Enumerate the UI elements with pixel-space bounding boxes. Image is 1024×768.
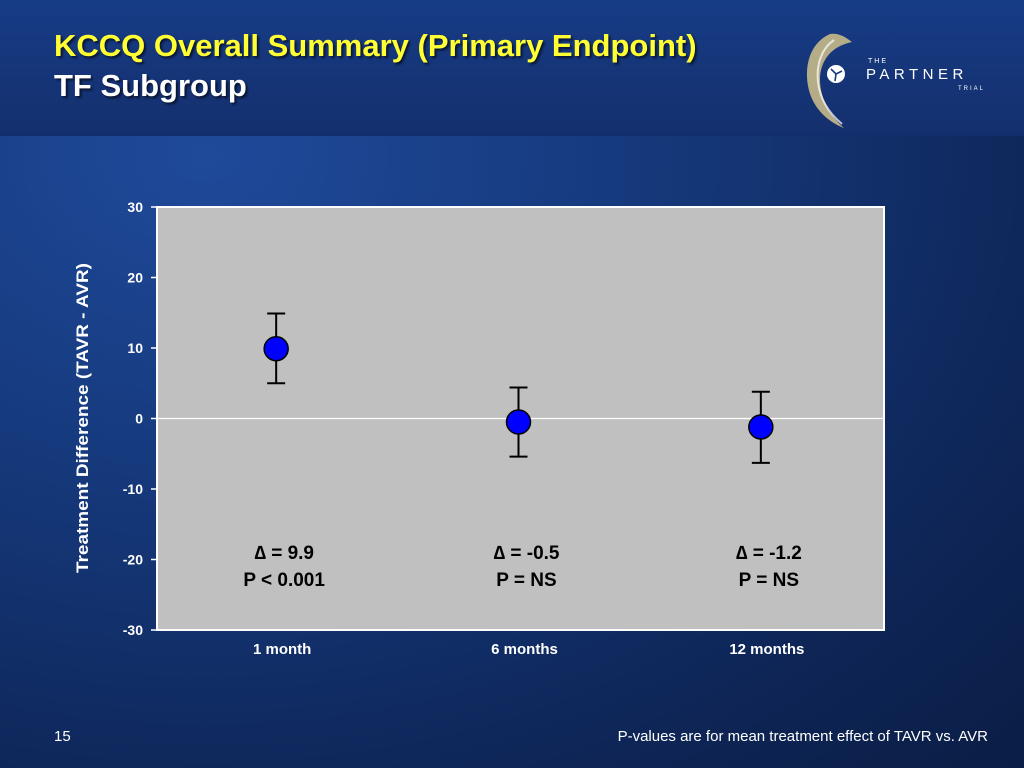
footnote: P-values are for mean treatment effect o…: [617, 728, 988, 745]
y-tick-label: 0: [135, 411, 143, 427]
data-point: [505, 409, 532, 435]
y-tick-label: -30: [123, 622, 143, 638]
delta-annotation: ∆ = 9.9: [254, 543, 314, 564]
y-tick-label: -10: [123, 481, 143, 497]
logo-trial: TRIAL: [958, 86, 986, 92]
annotation-layer: ∆ = 9.9 P < 0.001 ∆ = -0.5 P = NS ∆ = -1.2 P …: [243, 543, 801, 591]
data-point: [263, 335, 289, 362]
x-tick-label: 12 months: [729, 641, 804, 658]
slide-subtitle: TF Subgroup: [54, 68, 247, 103]
delta-annotation: ∆ = -1.2: [736, 543, 802, 564]
data-point: [748, 414, 774, 440]
p-value-annotation: P = NS: [739, 570, 799, 591]
logo-the: THE: [868, 58, 888, 65]
delta-annotation: ∆ = -0.5: [493, 543, 559, 564]
y-tick-label: -20: [123, 552, 143, 568]
x-tick-label: 6 months: [491, 641, 558, 658]
y-tick-label: 20: [127, 270, 143, 286]
p-value-annotation: P < 0.001: [243, 570, 325, 591]
logo-name: PARTNER: [866, 66, 968, 83]
axis-layer: 30 20 10 0 -10 -20 -30 1 month 6 months 12 months: [123, 199, 805, 658]
page-number: 15: [54, 728, 71, 745]
y-tick-label: 10: [127, 340, 143, 356]
partner-trial-logo: THE PARTNER TRIAL: [800, 28, 1010, 132]
marker-layer: [263, 335, 774, 440]
y-axis-label: Treatment Difference (TAVR - AVR): [73, 263, 92, 573]
header-band: [0, 0, 1024, 136]
y-tick-label: 30: [127, 199, 143, 215]
heart-logo-icon: [806, 33, 852, 128]
slide-title: KCCQ Overall Summary (Primary Endpoint): [54, 28, 697, 63]
p-value-annotation: P = NS: [496, 570, 556, 591]
x-tick-label: 1 month: [253, 641, 311, 658]
